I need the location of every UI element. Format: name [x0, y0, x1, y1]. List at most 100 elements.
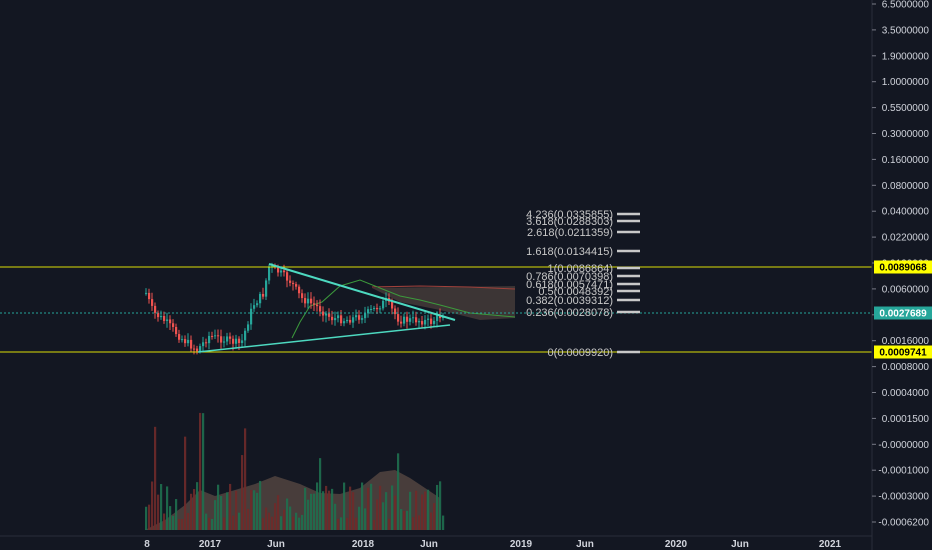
candle-body — [268, 266, 271, 281]
volume-bar — [301, 514, 304, 530]
candle-body — [403, 316, 406, 324]
volume-bar — [388, 518, 391, 530]
candle-body — [229, 336, 232, 339]
volume-bar — [379, 485, 382, 530]
volume-bar — [235, 490, 238, 530]
candle-body — [172, 323, 175, 327]
cloud-upper-edge — [371, 285, 516, 290]
candle-body — [436, 315, 439, 321]
candle-body — [322, 311, 325, 316]
candle-body — [217, 335, 220, 337]
candle-body — [292, 282, 295, 285]
candle-body — [286, 272, 289, 281]
fib-level-label: 4.236(0.0335855) — [526, 209, 613, 221]
price-badge-bg — [874, 306, 932, 320]
volume-bar — [277, 495, 280, 530]
price-tick-label: 0.1600000 — [882, 155, 930, 166]
fib-level-label: 1(0.0086864) — [548, 263, 613, 275]
candle-body — [367, 309, 370, 314]
candle-body — [253, 305, 256, 309]
price-tick-label: 1.0000000 — [882, 77, 930, 88]
candle-body — [175, 326, 178, 335]
candle-body — [310, 298, 313, 304]
candle-body — [211, 335, 214, 337]
volume-bar — [334, 503, 337, 530]
candle-body — [166, 319, 169, 321]
fib-level-label: 0.5(0.0048392) — [538, 286, 613, 298]
candle-body — [307, 298, 310, 304]
candle-body — [148, 292, 151, 300]
volume-bar — [322, 491, 325, 530]
volume-bar — [367, 487, 370, 530]
candle-body — [193, 348, 196, 350]
volume-bar — [424, 491, 427, 530]
volume-bar — [346, 517, 349, 530]
fib-level-label: 0.236(0.0028078) — [526, 307, 613, 319]
volume-bar — [151, 481, 154, 530]
volume-bar — [439, 481, 442, 530]
volume-bar — [223, 517, 226, 530]
candle-body — [256, 303, 259, 306]
candle-body — [220, 336, 223, 343]
volume-bar — [241, 455, 244, 530]
volume-bar — [364, 508, 367, 530]
volume-bar — [298, 517, 301, 530]
descending-trendline — [268, 263, 456, 321]
candles-layer — [145, 262, 445, 355]
volume-bar — [259, 480, 262, 530]
volume-bar — [238, 512, 241, 530]
price-badge-bg — [874, 260, 932, 274]
candle-body — [157, 312, 160, 318]
candle-body — [262, 293, 265, 297]
price-tick-label: 0.0004000 — [882, 388, 930, 399]
candle-body — [283, 270, 286, 273]
time-axis[interactable]: 8 2017 Jun 2018 Jun 2019 Jun 2020 Jun 2021 — [0, 535, 872, 550]
volume-bar — [406, 510, 409, 530]
volume-bar — [376, 499, 379, 530]
candle-body — [391, 301, 394, 309]
ascending-trendline — [197, 324, 451, 353]
price-axis[interactable]: 6.5000000 3.5000000 1.9000000 1.0000000 0.55… — [871, 0, 930, 550]
candle-body — [223, 341, 226, 343]
volume-bar — [442, 515, 445, 530]
price-tick-label: 0.0001500 — [882, 414, 930, 425]
volume-bar — [391, 485, 394, 530]
volume-bar — [160, 484, 163, 530]
candle-body — [439, 315, 442, 319]
candle-body — [289, 280, 292, 283]
volume-bar — [268, 512, 271, 530]
candle-body — [412, 317, 415, 319]
candle-body — [406, 316, 409, 322]
volume-bar — [175, 499, 178, 530]
volume-bar — [343, 482, 346, 530]
candle-body — [154, 305, 157, 313]
candle-body — [304, 298, 307, 304]
price-tick-label: 0.3000000 — [882, 129, 930, 140]
candle-body — [379, 308, 382, 310]
volume-bar — [250, 490, 253, 530]
volume-bar — [286, 498, 289, 530]
volume-bar — [310, 493, 313, 530]
volume-bar — [403, 510, 406, 530]
volume-bar — [307, 499, 310, 530]
volume-bar — [289, 506, 292, 530]
volume-bar — [328, 490, 331, 530]
candle-body — [430, 318, 433, 324]
price-tick-label: 0.0016000 — [882, 336, 930, 347]
price-tick-label: 0.0400000 — [882, 207, 930, 218]
candle-body — [178, 334, 181, 340]
fibonacci-layer: 4.236(0.0335855)3.618(0.0288303)2.618(0.… — [526, 209, 640, 359]
volume-bar — [229, 483, 232, 530]
volume-bar — [340, 517, 343, 530]
candle-body — [433, 320, 436, 324]
candle-body — [394, 308, 397, 315]
candle-body — [208, 335, 211, 344]
candle-body — [442, 316, 445, 319]
candle-body — [397, 314, 400, 322]
price-tick-label: 0.0060000 — [882, 284, 930, 295]
time-tick-label: 2017 — [199, 539, 222, 550]
candle-body — [169, 319, 172, 324]
time-tick-label: 2020 — [665, 539, 688, 550]
volume-bar — [211, 518, 214, 530]
